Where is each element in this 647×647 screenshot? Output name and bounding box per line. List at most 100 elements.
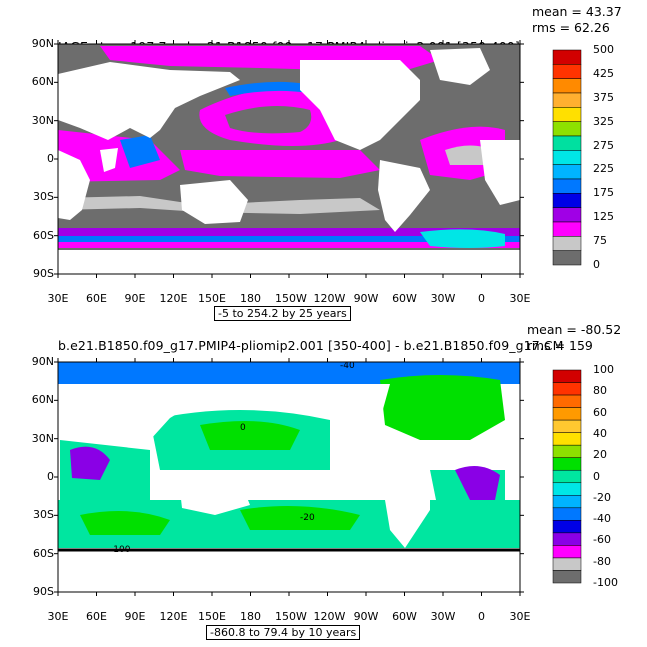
panel2-colorbar-swatch	[552, 507, 582, 521]
panel1-xtick-label: 30E	[47, 292, 69, 305]
panel2-mean: mean = -80.52	[527, 322, 622, 337]
panel2-colorbar-swatch	[552, 520, 582, 534]
panel1-colorbar-label: 500	[593, 43, 614, 56]
panel2-contour-label: -100	[110, 545, 131, 555]
panel1-mean: mean = 43.37	[532, 4, 622, 19]
panel2-colorbar-swatch	[552, 407, 582, 421]
panel1-colorbar-label: 75	[593, 234, 607, 248]
panel2-colorbar-swatch	[552, 482, 582, 496]
panel1-indian-blob	[120, 135, 160, 168]
panel1-colorbar-label: 325	[593, 114, 614, 128]
panel1-land-eurasia	[58, 62, 240, 140]
panel1-land-samerica	[378, 160, 430, 232]
panel1-ytick-label: 0	[47, 152, 54, 165]
panel1-colorbar-label: 0	[593, 258, 600, 271]
panel2-title: b.e21.B1850.f09_g17.PMIP4-pliomip2.001 […	[58, 338, 564, 353]
panel2-colorbar-label: -60	[593, 533, 611, 547]
panel2-xtick-label: 90W	[353, 610, 379, 623]
panel2-range-box: -860.8 to 79.4 by 10 years	[206, 625, 361, 640]
panel1-southern-blue	[58, 236, 520, 242]
panel2-land-antarctica	[58, 553, 520, 592]
panel2-land-samerica	[380, 470, 430, 548]
panel2-colorbar-swatch	[552, 444, 582, 458]
panel1-xtick-label: 120W	[313, 292, 346, 305]
panel2-colorbar-swatch	[552, 545, 582, 559]
panel2-colorbar-swatch	[552, 457, 582, 471]
panel1-ytick-label: 90S	[33, 267, 54, 280]
panel1-colorbar-label: 225	[593, 162, 614, 176]
panel1-land-africa2	[480, 140, 520, 205]
panel1-xtick-label: 90E	[124, 292, 146, 305]
panel2-xtick-label: 120E	[159, 610, 188, 623]
panel1-ytick-label: 60S	[33, 228, 54, 242]
panel1-ytick-label: 30N	[31, 113, 54, 127]
panel1-xtick-label: 120E	[159, 292, 188, 305]
panel1-ytick-label: 30S	[33, 190, 54, 204]
panel2-colorbar-swatch	[552, 532, 582, 546]
panel1-colorbar-swatch	[552, 221, 582, 237]
panel1-colorbar-swatch	[552, 49, 582, 65]
panel2-atlantic-north	[380, 375, 505, 440]
panel2-pacific-green	[200, 421, 300, 450]
panel2-atlantic-purple	[455, 466, 500, 500]
panel1-xtick-label: 0	[478, 292, 485, 305]
panel1-southern-magenta	[58, 242, 520, 248]
panel2-colorbar-label: 0	[593, 469, 600, 483]
panel2-ytick-label: 90N	[31, 355, 54, 368]
panel1-xtick-label: 180	[240, 292, 261, 305]
panel1-land-antarctica	[58, 250, 520, 274]
panel1-colorbar-swatch	[552, 193, 582, 208]
panel2-colorbar-swatch	[552, 369, 582, 383]
panel1-land-greenland	[430, 48, 490, 85]
panel2-xtick-label: 180	[240, 610, 261, 623]
panel1-colorbar-label: 375	[593, 90, 614, 104]
panel2-colorbar-label: 20	[593, 448, 607, 462]
panel2-colorbar-swatch	[552, 570, 582, 584]
panel1-npacific-core	[225, 106, 312, 134]
panel2-colorbar-swatch	[552, 382, 582, 396]
panel1-colorbar-swatch	[552, 207, 582, 223]
panel2-south-green2	[80, 511, 170, 535]
panel2-xtick-label: 60E	[86, 610, 107, 623]
panel2-ytick-label: 30N	[31, 431, 54, 445]
panel1-colorbar-swatch	[552, 135, 582, 151]
panel2-colorbar-swatch	[552, 419, 582, 433]
panel1-colorbar-label: 125	[593, 210, 614, 224]
panel1-land-india-sea	[100, 148, 118, 172]
panel2-colorbar-swatch	[552, 469, 582, 484]
panel1-xtick-label: 60W	[392, 292, 417, 305]
panel1-xtick-label: 30E	[509, 292, 531, 305]
panel2-xtick-label: 0	[478, 610, 485, 623]
panel2-ytick-label: 30S	[33, 508, 54, 522]
panel1-southern-purple	[58, 228, 520, 236]
panel1-ytick-label: 60N	[31, 75, 54, 89]
panel1-map	[57, 43, 521, 275]
panel2-colorbar-label: -80	[593, 554, 611, 568]
panel1-y-tickmarks	[54, 43, 524, 275]
panel2-contour-label: 0	[240, 423, 246, 433]
panel1-southern-cyan	[420, 229, 505, 248]
panel1-colorbar-label: 425	[593, 66, 614, 80]
panel2-contour-label: -40	[340, 361, 355, 371]
panel2-land-australia	[180, 480, 250, 515]
panel2-xtick-label: 150E	[198, 610, 226, 623]
panel2-xtick-label: 60W	[392, 610, 417, 623]
panel2-contour-labels: -40 0 -100 -20	[110, 361, 355, 555]
panel2-xtick-label: 30E	[47, 610, 69, 623]
panel2-y-tickmarks	[54, 361, 524, 593]
panel2-rms: rms = 159	[527, 338, 593, 353]
panel1-colorbar-swatch	[552, 164, 582, 180]
panel1-xtick-label: 60E	[86, 292, 107, 305]
panel2-map	[57, 361, 521, 593]
panel1-land-australia	[180, 180, 248, 224]
panel2-xtick-label: 120W	[313, 610, 346, 623]
panel1-colorbar-swatch	[552, 78, 582, 94]
panel1-colorbar-swatch	[552, 250, 582, 266]
panel2-xtick-label: 150W	[275, 610, 307, 623]
panel2-colorbar-label: -40	[593, 512, 611, 526]
panel2-ytick-label: 90S	[33, 585, 54, 598]
panel1-colorbar-swatch	[552, 92, 582, 108]
panel1-xtick-label: 150E	[198, 292, 226, 305]
panel2-colorbar-swatch	[552, 557, 582, 571]
